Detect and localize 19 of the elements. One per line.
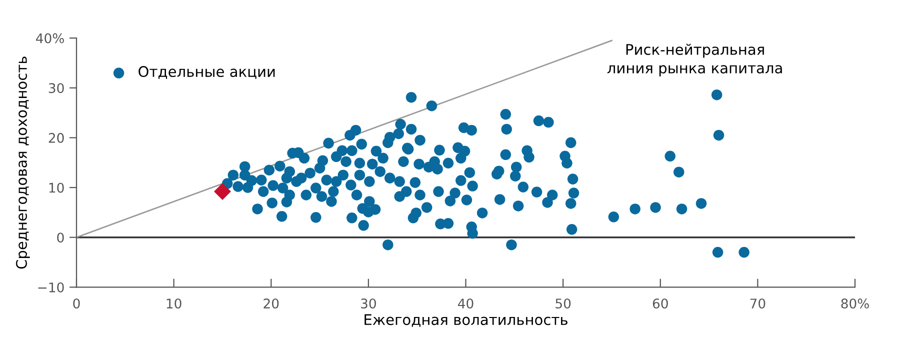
x-tick-label: 50 [556, 298, 571, 309]
y-tick-label: 0 [57, 232, 64, 243]
x-tick-label: 80% [841, 298, 869, 309]
y-tick-label: −10 [38, 282, 64, 292]
x-tick-label: 40 [458, 298, 474, 309]
x-tick-label: 10 [166, 298, 182, 309]
x-tick-label: 70 [750, 298, 766, 309]
x-axis-title: Ежегодная волатильность [364, 314, 568, 327]
x-tick-label: 30 [361, 298, 376, 309]
x-tick-label: 0 [73, 298, 80, 309]
series-label: Риск-нейтральная линия рынка капитала [607, 44, 782, 76]
y-tick-label: 30 [48, 83, 64, 94]
y-tick-label: 40% [36, 33, 64, 44]
y-tick-label: 10 [49, 182, 64, 193]
x-tick-label: 20 [264, 298, 279, 309]
y-tick-label: 20 [48, 132, 64, 143]
legend-label: Отдельные акции [138, 66, 275, 79]
y-axis-title: Среднегодовая доходность [16, 56, 30, 269]
x-tick-label: 60 [652, 298, 668, 309]
